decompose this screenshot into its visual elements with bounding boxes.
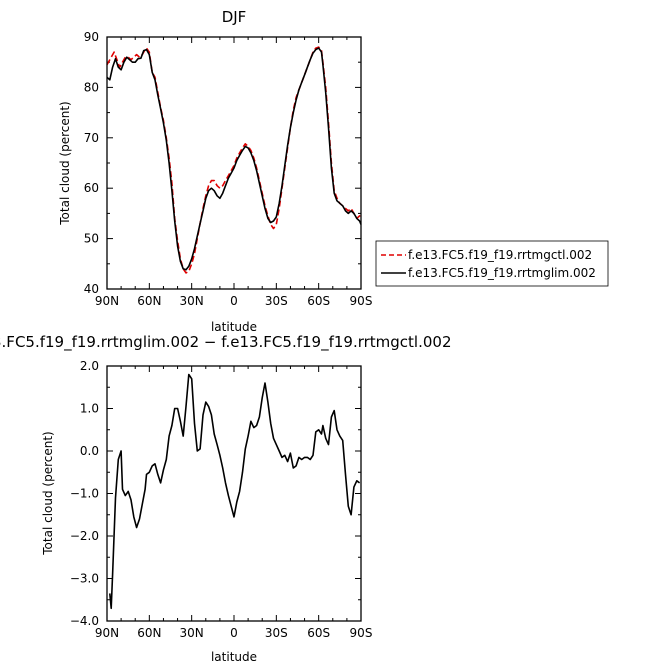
top-series-line-1 xyxy=(106,47,362,271)
bottom-x-axis-label: latitude xyxy=(211,650,257,664)
legend-box xyxy=(375,240,609,287)
bottom-plot-frame xyxy=(106,365,362,622)
top-x-tick-label: 90N xyxy=(95,294,119,308)
top-x-tick-label: 60S xyxy=(307,294,330,308)
top-y-tick-label: 60 xyxy=(84,181,99,195)
bottom-x-tick-label: 60S xyxy=(307,626,330,640)
top-x-tick-label: 60N xyxy=(137,294,161,308)
top-x-tick-label: 30S xyxy=(265,294,288,308)
bottom-chart-title: 3.FC5.f19_f19.rrtmglim.002 − f.e13.FC5.f… xyxy=(0,333,452,352)
top-y-tick-label: 80 xyxy=(84,80,99,94)
top-y-tick-label: 70 xyxy=(84,131,99,145)
top-plot-frame xyxy=(106,36,362,290)
bottom-y-axis-label: Total cloud (percent) xyxy=(41,431,55,555)
top-series-line-0 xyxy=(106,46,362,274)
bottom-y-tick-label: −2.0 xyxy=(70,529,99,543)
bottom-y-tick-label: −4.0 xyxy=(70,614,99,628)
bottom-x-tick-label: 30N xyxy=(180,626,204,640)
top-y-axis-label: Total cloud (percent) xyxy=(58,101,72,225)
top-chart-title: DJF xyxy=(222,8,247,26)
top-x-tick-label: 90S xyxy=(350,294,373,308)
top-panel: DJF 90N 60N 30N 0 30S 60S 90S 40 50 60 70 80 90 Tota… xyxy=(58,8,372,334)
top-y-tick-label: 50 xyxy=(84,232,99,246)
bottom-y-tick-label: 2.0 xyxy=(80,359,99,373)
bottom-y-tick-label: 0.0 xyxy=(80,444,99,458)
bottom-x-tick-label: 0 xyxy=(230,626,238,640)
top-x-axis-label: latitude xyxy=(211,320,257,334)
bottom-x-tick-label: 90S xyxy=(350,626,373,640)
bottom-series-line-0 xyxy=(109,373,361,610)
bottom-y-tick-label: 1.0 xyxy=(80,402,99,416)
top-y-tick-label: 40 xyxy=(84,282,99,296)
bottom-x-tick-label: 90N xyxy=(95,626,119,640)
top-x-tick-label: 0 xyxy=(230,294,238,308)
bottom-x-tick-label: 30S xyxy=(265,626,288,640)
bottom-y-tick-label: −1.0 xyxy=(70,487,99,501)
bottom-y-tick-label: −3.0 xyxy=(70,572,99,586)
legend-label-lim: f.e13.FC5.f19_f19.rrtmglim.002 xyxy=(408,266,596,280)
bottom-x-tick-label: 60N xyxy=(137,626,161,640)
legend: f.e13.FC5.f19_f19.rrtmgctl.002 f.e13.FC5… xyxy=(375,240,609,287)
top-x-tick-label: 30N xyxy=(180,294,204,308)
legend-label-ctl: f.e13.FC5.f19_f19.rrtmgctl.002 xyxy=(408,248,592,262)
top-y-tick-label: 90 xyxy=(84,30,99,44)
bottom-panel: 3.FC5.f19_f19.rrtmglim.002 − f.e13.FC5.f… xyxy=(0,333,452,664)
